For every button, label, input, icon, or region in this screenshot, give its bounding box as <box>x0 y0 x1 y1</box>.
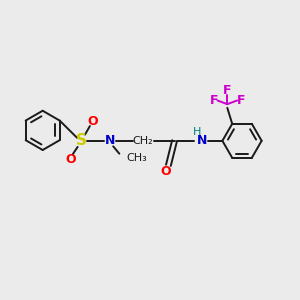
Text: S: S <box>76 133 87 148</box>
Text: F: F <box>223 84 232 97</box>
Text: O: O <box>65 153 76 166</box>
Text: N: N <box>197 134 207 147</box>
Text: F: F <box>209 94 218 107</box>
Text: CH₂: CH₂ <box>132 136 153 146</box>
Text: H: H <box>193 127 201 137</box>
Text: O: O <box>160 165 171 178</box>
Text: F: F <box>236 94 245 107</box>
Text: N: N <box>105 134 115 147</box>
Text: CH₃: CH₃ <box>126 153 147 163</box>
Text: O: O <box>87 115 98 128</box>
